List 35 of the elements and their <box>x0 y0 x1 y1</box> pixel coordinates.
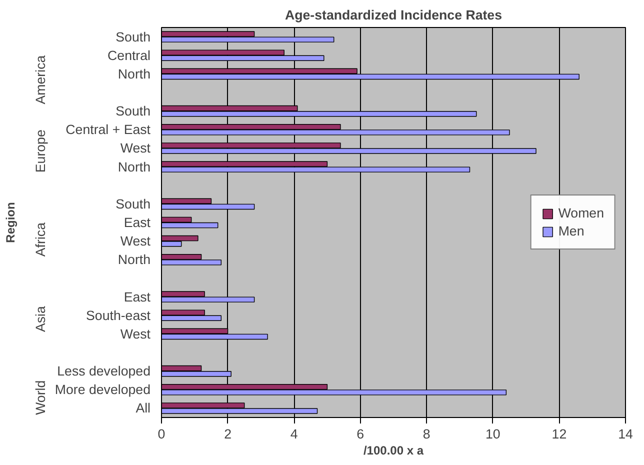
y-tick-label: More developed <box>54 382 151 398</box>
y-tick-label: North <box>118 66 150 82</box>
chart-title: Age-standardized Incidence Rates <box>284 8 502 22</box>
legend-label: Men <box>558 224 584 238</box>
x-tick-label: 2 <box>224 426 232 442</box>
legend-label: Women <box>558 206 604 220</box>
y-tick-label: South <box>116 196 151 212</box>
y-tick-label: South-east <box>86 308 151 323</box>
text: World <box>33 380 48 415</box>
x-tick-label: 0 <box>158 426 166 442</box>
x-tick-label: 10 <box>486 426 500 442</box>
y-tick-label: West <box>120 326 151 342</box>
x-axis-title: /100.00 x a <box>363 444 424 458</box>
y-tick-label: North <box>118 159 150 174</box>
y-tick-label: South <box>116 29 151 44</box>
y-tick-label: South <box>116 104 151 119</box>
text: America <box>33 54 48 104</box>
y-tick-label: All <box>136 400 151 416</box>
text: Africa <box>33 222 48 257</box>
y-tick-label: Central <box>108 48 151 63</box>
y-tick-label: Less developed <box>57 364 151 379</box>
x-tick-label: 14 <box>618 426 634 442</box>
y-axis-title: Region <box>4 202 18 243</box>
x-tick-label: 6 <box>356 426 364 442</box>
y-tick-label: East <box>124 289 151 304</box>
y-tick-label: North <box>118 252 150 268</box>
x-tick-label: 8 <box>422 426 430 442</box>
y-tick-label: West <box>120 234 151 249</box>
text: Asia <box>33 305 48 332</box>
y-tick-label: Central + East <box>66 122 151 138</box>
text: Europe <box>33 130 48 173</box>
x-tick-label: 12 <box>552 426 567 442</box>
y-tick-label: East <box>124 215 151 230</box>
x-tick-label: 4 <box>290 426 298 442</box>
y-tick-label: West <box>120 140 151 156</box>
